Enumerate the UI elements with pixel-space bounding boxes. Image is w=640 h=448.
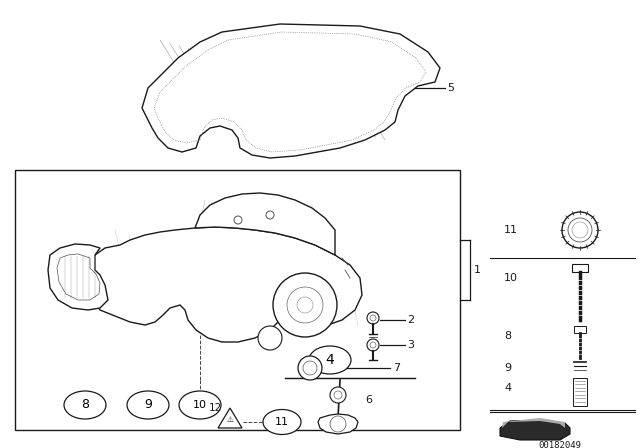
Ellipse shape bbox=[263, 409, 301, 435]
Text: 8: 8 bbox=[504, 331, 511, 341]
Text: 1: 1 bbox=[474, 265, 481, 275]
Text: 9: 9 bbox=[504, 363, 511, 373]
Circle shape bbox=[258, 326, 282, 350]
Text: 00182049: 00182049 bbox=[538, 440, 582, 448]
Polygon shape bbox=[88, 227, 362, 342]
Text: 10: 10 bbox=[193, 400, 207, 410]
Bar bbox=[15, 170, 460, 430]
Ellipse shape bbox=[309, 346, 351, 374]
Text: 6: 6 bbox=[365, 395, 372, 405]
Text: ⚠: ⚠ bbox=[227, 414, 234, 423]
Circle shape bbox=[562, 212, 598, 248]
Polygon shape bbox=[500, 420, 570, 440]
Circle shape bbox=[298, 356, 322, 380]
Text: 5: 5 bbox=[447, 83, 454, 93]
Text: 9: 9 bbox=[144, 399, 152, 412]
Text: 10: 10 bbox=[504, 273, 518, 283]
Circle shape bbox=[330, 387, 346, 403]
Text: 2: 2 bbox=[407, 315, 414, 325]
Bar bbox=[572, 264, 588, 272]
Text: 4: 4 bbox=[504, 383, 511, 393]
Bar bbox=[574, 326, 586, 333]
Text: 11: 11 bbox=[275, 417, 289, 427]
Polygon shape bbox=[48, 244, 108, 310]
Ellipse shape bbox=[127, 391, 169, 419]
Ellipse shape bbox=[179, 391, 221, 419]
Text: 4: 4 bbox=[326, 353, 334, 367]
Polygon shape bbox=[142, 24, 440, 158]
Text: 8: 8 bbox=[81, 399, 89, 412]
Bar bbox=[573, 378, 587, 406]
Ellipse shape bbox=[64, 391, 106, 419]
Text: 12: 12 bbox=[209, 403, 221, 413]
Circle shape bbox=[367, 312, 379, 324]
Polygon shape bbox=[318, 414, 358, 434]
Text: 7: 7 bbox=[393, 363, 400, 373]
Circle shape bbox=[273, 273, 337, 337]
Polygon shape bbox=[502, 418, 565, 428]
Polygon shape bbox=[195, 193, 335, 255]
Circle shape bbox=[367, 339, 379, 351]
Text: 11: 11 bbox=[504, 225, 518, 235]
Text: 3: 3 bbox=[407, 340, 414, 350]
